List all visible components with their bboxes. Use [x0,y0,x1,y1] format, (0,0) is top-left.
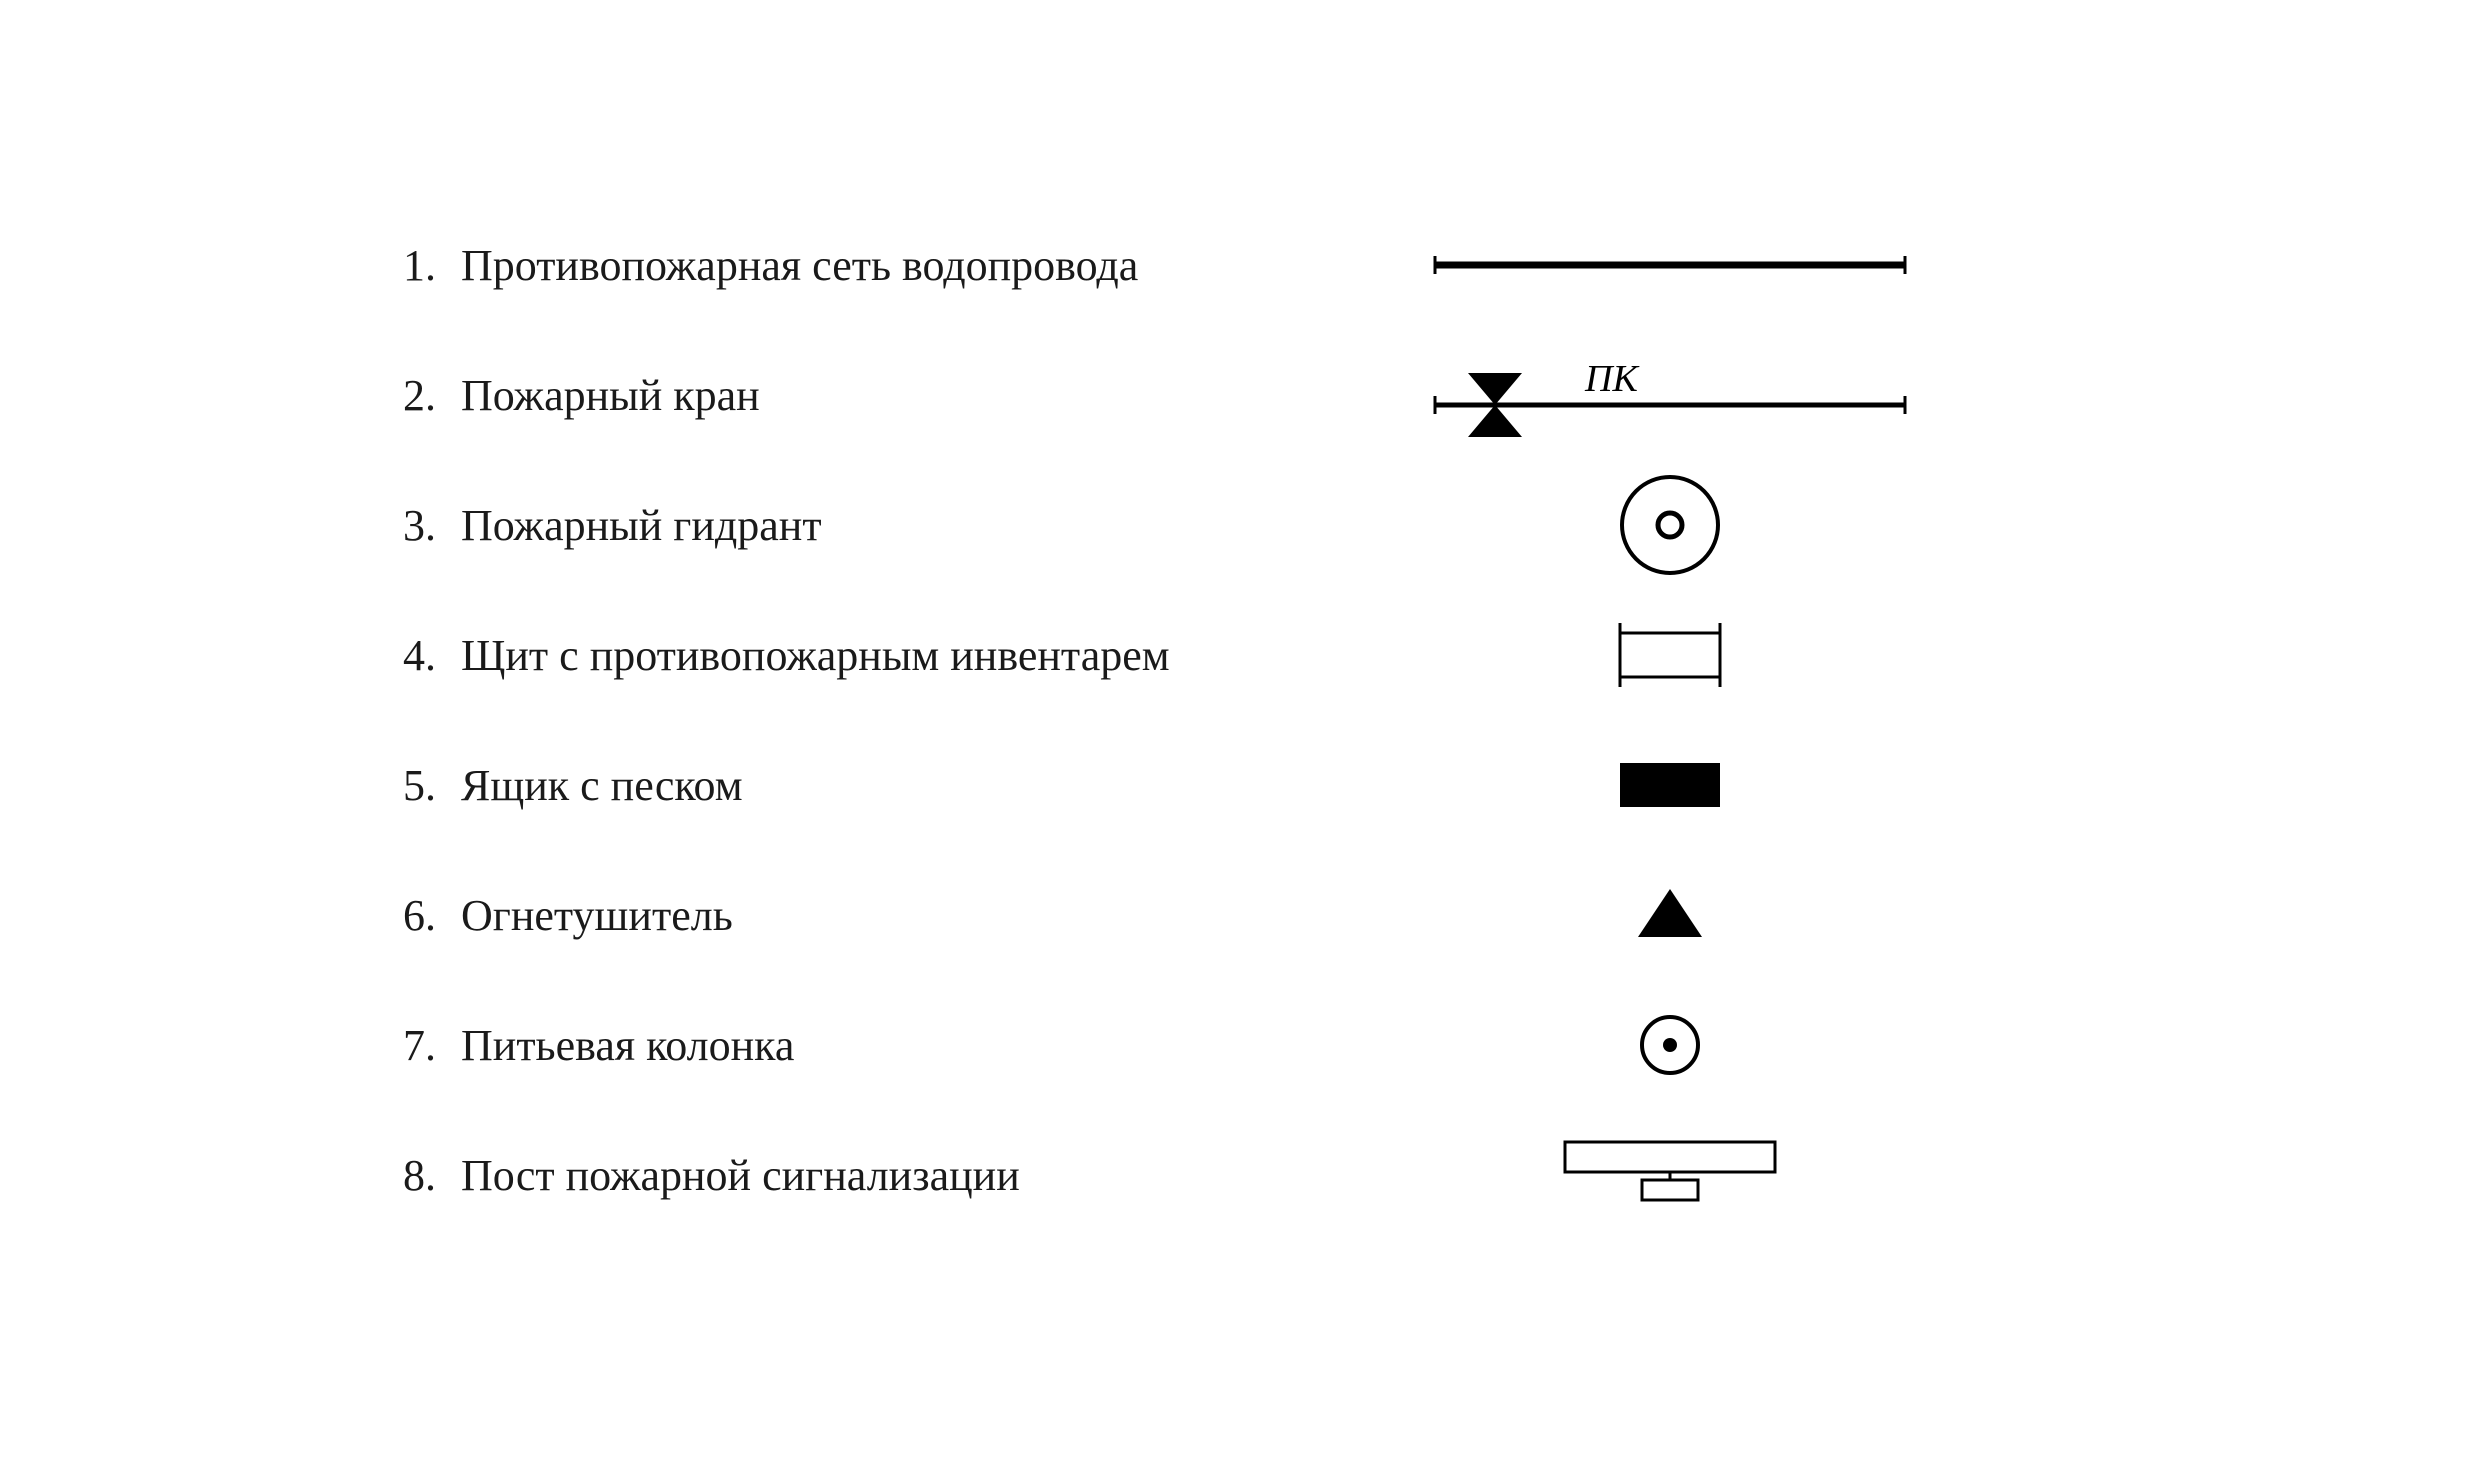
item-label: Щит с противопожарным инвентарем [455,630,1275,681]
dot: . [425,630,455,681]
symbol-fire-valve-icon: ПК [1275,330,2065,460]
symbol-fire-alarm-post-icon [1275,1110,2065,1240]
dot: . [425,1020,455,1071]
dot: . [425,500,455,551]
item-label: Пожарный гидрант [455,500,1275,551]
dot: . [425,890,455,941]
symbol-sand-box-icon [1275,720,2065,850]
legend-row-2: 2 . Пожарный кран ПК [365,330,2065,460]
item-number: 4 [365,630,425,681]
symbol-water-supply-line-icon [1275,200,2065,330]
dot: . [425,760,455,811]
legend-row-3: 3 . Пожарный гидрант [365,460,2065,590]
legend-row-1: 1 . Противопожарная сеть водопровода [365,200,2065,330]
item-number: 7 [365,1020,425,1071]
legend-row-6: 6 . Огнетушитель [365,850,2065,980]
legend-row-7: 7 . Питьевая колонка [365,980,2065,1110]
item-label: Пост пожарной сигнализации [455,1150,1275,1201]
symbol-drinking-column-icon [1275,980,2065,1110]
item-number: 5 [365,760,425,811]
valve-annotation: ПК [1584,358,1639,400]
item-label: Огнетушитель [455,890,1275,941]
symbol-fire-hydrant-icon [1275,460,2065,590]
item-number: 2 [365,370,425,421]
item-label: Питьевая колонка [455,1020,1275,1071]
legend-row-5: 5 . Ящик с песком [365,720,2065,850]
dot: . [425,370,455,421]
item-number: 1 [365,240,425,291]
symbol-fire-extinguisher-icon [1275,850,2065,980]
legend-row-8: 8 . Пост пожарной сигнализации [365,1110,2065,1240]
item-number: 6 [365,890,425,941]
item-label: Пожарный кран [455,370,1275,421]
item-number: 8 [365,1150,425,1201]
dot: . [425,1150,455,1201]
item-number: 3 [365,500,425,551]
dot: . [425,240,455,291]
legend-row-4: 4 . Щит с противопожарным инвентарем [365,590,2065,720]
fire-safety-legend: 1 . Противопожарная сеть водопровода 2 .… [365,200,2065,1240]
item-label: Противопожарная сеть водопровода [455,240,1275,291]
symbol-fire-shield-icon [1275,590,2065,720]
item-label: Ящик с песком [455,760,1275,811]
